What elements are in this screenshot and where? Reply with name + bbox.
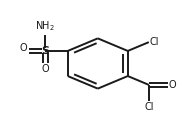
Text: O: O <box>169 80 176 90</box>
Text: NH$_2$: NH$_2$ <box>35 19 55 33</box>
Text: S: S <box>41 46 49 56</box>
Text: O: O <box>20 43 27 53</box>
Text: O: O <box>41 64 49 74</box>
Text: Cl: Cl <box>144 102 154 112</box>
Text: Cl: Cl <box>150 37 159 47</box>
